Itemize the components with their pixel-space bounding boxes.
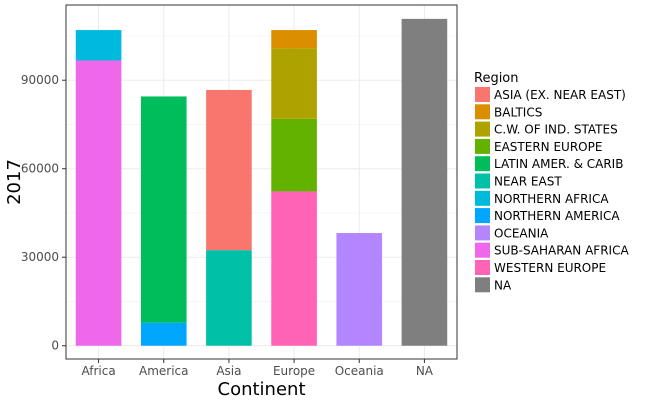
x-tick-label: Africa	[81, 364, 115, 378]
x-tick-label: America	[139, 364, 189, 378]
legend-swatch	[475, 104, 490, 120]
legend-label: ASIA (EX. NEAR EAST)	[494, 88, 626, 102]
x-tick-label: Asia	[216, 364, 241, 378]
legend-swatch	[475, 225, 490, 241]
x-tick-label: NA	[416, 364, 434, 378]
legend-swatch	[475, 208, 490, 224]
legend-swatch	[475, 173, 490, 189]
legend: Region ASIA (EX. NEAR EAST) BALTICS C.W. O…	[474, 71, 629, 293]
bar-segment	[140, 96, 187, 323]
y-tick-label: 0	[51, 339, 59, 353]
x-tick-label: Oceania	[335, 364, 384, 378]
legend-title: Region	[474, 71, 519, 86]
legend-label: BALTICS	[494, 105, 542, 119]
x-axis-title: Continent	[218, 379, 306, 400]
y-axis-ticks: 0 30000 60000 90000	[21, 73, 66, 353]
legend-label: LATIN AMER. & CARIB	[494, 157, 623, 171]
plot-panel-border	[65, 4, 458, 360]
x-tick-label: Europe	[273, 364, 315, 378]
bar-segment	[336, 233, 383, 346]
bar-segment	[401, 18, 448, 346]
legend-label: EASTERN EUROPE	[494, 140, 602, 154]
x-axis-ticks: Africa America Asia Europe Oceania NA	[81, 359, 434, 378]
legend-label: OCEANIA	[494, 226, 549, 240]
legend-swatch	[475, 87, 490, 102]
legend-label: NORTHERN AFRICA	[494, 192, 609, 206]
legend-label: NA	[494, 278, 512, 292]
bar-segment	[271, 191, 317, 346]
legend-label: SUB-SAHARAN AFRICA	[494, 244, 629, 258]
major-gridlines	[66, 5, 457, 359]
bar-segment	[206, 89, 252, 251]
bar-segment	[140, 322, 187, 346]
y-tick-label: 30000	[21, 250, 59, 264]
bars	[75, 18, 448, 346]
legend-swatch	[475, 277, 490, 293]
bar-segment	[75, 30, 122, 61]
y-tick-label: 90000	[21, 73, 59, 87]
legend-items: ASIA (EX. NEAR EAST) BALTICS C.W. OF IND. …	[475, 87, 629, 293]
legend-label: NEAR EAST	[494, 175, 562, 189]
legend-swatch	[475, 121, 490, 137]
legend-swatch	[475, 156, 490, 172]
legend-swatch	[475, 260, 490, 275]
bar-segment	[206, 250, 252, 346]
legend-label: WESTERN EUROPE	[494, 261, 606, 275]
legend-swatch	[475, 242, 490, 258]
y-tick-label: 60000	[21, 162, 59, 176]
bar-segment	[75, 60, 122, 346]
legend-label: NORTHERN AMERICA	[494, 209, 620, 223]
legend-swatch	[475, 138, 490, 154]
bar-segment	[271, 30, 317, 49]
legend-label: C.W. OF IND. STATES	[494, 123, 618, 137]
legend-swatch	[475, 190, 490, 206]
bar-segment	[271, 118, 317, 192]
minor-gridlines	[66, 35, 457, 302]
bar-segment	[271, 48, 317, 119]
y-axis-title: 2017	[4, 159, 25, 205]
